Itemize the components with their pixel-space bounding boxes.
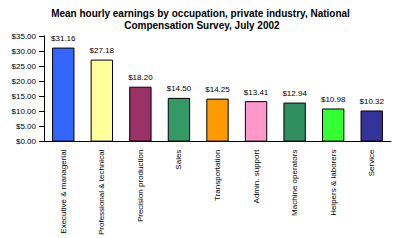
svg-text:$35.00: $35.00	[12, 32, 37, 41]
svg-text:Service: Service	[367, 149, 376, 176]
svg-text:$12.94: $12.94	[282, 89, 307, 98]
svg-text:Transportation: Transportation	[213, 150, 222, 201]
svg-text:$14.50: $14.50	[167, 84, 192, 93]
svg-text:Helpers & laborers: Helpers & laborers	[329, 150, 338, 216]
svg-text:$0.00: $0.00	[16, 137, 37, 146]
svg-text:$13.41: $13.41	[244, 88, 269, 97]
svg-text:Professional & technical: Professional & technical	[97, 149, 106, 235]
svg-text:$10.00: $10.00	[12, 107, 37, 116]
svg-text:$10.98: $10.98	[321, 95, 346, 104]
svg-text:$31.16: $31.16	[51, 34, 76, 43]
svg-text:$25.00: $25.00	[12, 62, 37, 71]
svg-text:Admin. support: Admin. support	[252, 149, 261, 204]
svg-text:Sales: Sales	[174, 150, 183, 170]
svg-text:Executive & managerial: Executive & managerial	[59, 149, 68, 233]
svg-text:$18.20: $18.20	[128, 73, 153, 82]
svg-text:Machine operators: Machine operators	[290, 150, 299, 216]
svg-text:Precision production: Precision production	[136, 150, 145, 222]
svg-text:$30.00: $30.00	[12, 47, 37, 56]
svg-text:$20.00: $20.00	[12, 77, 37, 86]
svg-text:$15.00: $15.00	[12, 92, 37, 101]
svg-text:$27.18: $27.18	[90, 46, 115, 55]
svg-text:$10.32: $10.32	[359, 97, 384, 106]
svg-text:$14.25: $14.25	[205, 85, 230, 94]
svg-text:$5.00: $5.00	[16, 122, 37, 131]
svg-text:Compensation Survey, July 2002: Compensation Survey, July 2002	[121, 20, 280, 31]
svg-text:Mean hourly earnings by occupa: Mean hourly earnings by occupation, priv…	[51, 8, 350, 19]
